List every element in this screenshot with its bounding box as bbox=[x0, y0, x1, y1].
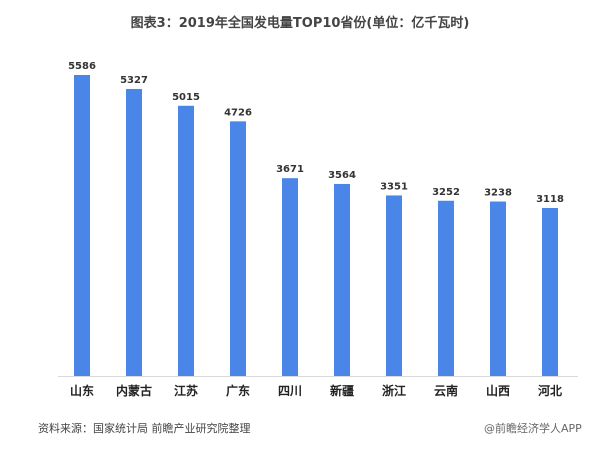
data-label: 3351 bbox=[380, 181, 408, 192]
bar-3 bbox=[230, 121, 246, 376]
data-label: 3252 bbox=[432, 187, 460, 198]
x-tick-label: 广东 bbox=[226, 383, 250, 398]
bar-5 bbox=[334, 183, 350, 376]
data-label: 5586 bbox=[68, 61, 96, 72]
x-tick-label: 云南 bbox=[434, 383, 458, 398]
credit-text: @前瞻经济学人APP bbox=[484, 422, 582, 435]
chart-title: 图表3：2019年全国发电量TOP10省份(单位：亿千瓦时) bbox=[130, 16, 470, 31]
data-label: 3238 bbox=[484, 188, 512, 199]
bar-1 bbox=[126, 88, 142, 376]
x-tick-label: 山东 bbox=[70, 383, 94, 398]
bar-7 bbox=[438, 200, 454, 376]
data-label: 4726 bbox=[224, 107, 252, 118]
x-tick-label: 河北 bbox=[537, 383, 562, 398]
bar-2 bbox=[178, 105, 194, 376]
data-label: 5327 bbox=[120, 75, 148, 86]
x-tick-label: 山西 bbox=[486, 383, 510, 398]
x-tick-label: 四川 bbox=[278, 384, 302, 398]
x-tick-label: 新疆 bbox=[330, 383, 354, 398]
bar-6 bbox=[386, 195, 402, 376]
source-note: 资料来源：国家统计局 前瞻产业研究院整理 bbox=[38, 422, 251, 435]
data-label: 3671 bbox=[276, 164, 304, 175]
data-label: 5015 bbox=[172, 92, 200, 103]
bar-4 bbox=[282, 178, 298, 376]
x-tick-label: 浙江 bbox=[382, 383, 406, 398]
x-tick-label: 内蒙古 bbox=[116, 383, 152, 398]
data-label: 3564 bbox=[328, 170, 356, 181]
x-tick-label: 江苏 bbox=[174, 383, 198, 398]
bar-8 bbox=[490, 201, 506, 376]
bar-9 bbox=[542, 207, 558, 376]
bar-0 bbox=[74, 75, 90, 376]
data-label: 3118 bbox=[536, 194, 564, 205]
